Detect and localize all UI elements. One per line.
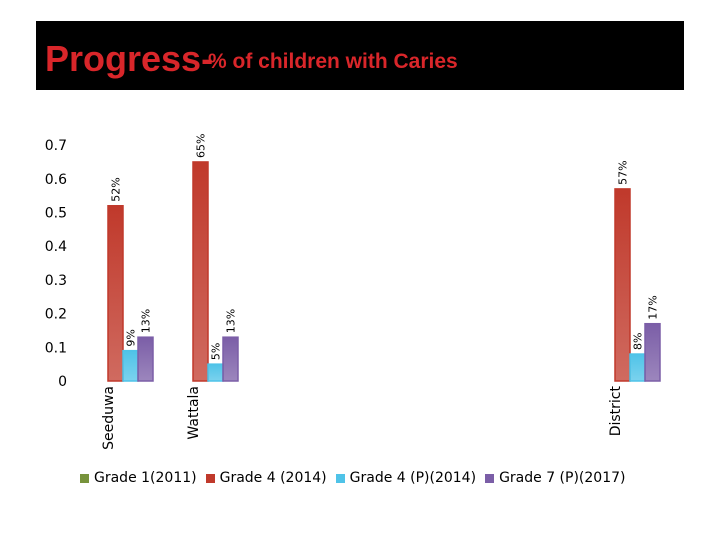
- legend-item: Grade 4 (2014): [205, 470, 327, 486]
- y-tick-label: 0.1: [45, 340, 67, 356]
- y-tick-label: 0.4: [45, 239, 67, 255]
- legend-label: Grade 4 (P)(2014): [349, 470, 477, 486]
- bar-district-series-4: [644, 322, 661, 382]
- legend-label: Grade 4 (2014): [219, 470, 327, 486]
- legend-item: Grade 1(2011): [80, 470, 197, 486]
- data-label: 57%: [617, 160, 630, 184]
- legend-label: Grade 7 (P)(2017): [499, 470, 626, 486]
- legend-swatch: [485, 473, 495, 483]
- legend-swatch: [80, 473, 89, 483]
- data-label: 17%: [647, 295, 660, 319]
- bar-district-series-3: [629, 353, 646, 382]
- bar-district-series-2: [614, 188, 631, 382]
- legend-item: Grade 7 (P)(2017): [485, 470, 625, 486]
- data-label: 13%: [225, 309, 238, 333]
- y-tick-label: 0.5: [45, 206, 67, 222]
- legend-swatch: [335, 473, 345, 483]
- y-tick-label: 0.2: [45, 307, 67, 323]
- y-tick-label: 0.6: [45, 172, 67, 188]
- data-label: 13%: [140, 309, 153, 333]
- bar-seeduwa-series-4: [137, 336, 154, 382]
- data-label: 8%: [632, 333, 645, 350]
- bar-seeduwa-series-2: [107, 205, 124, 382]
- chart-subtitle: % of children with Caries: [208, 50, 458, 73]
- bar-wattala-series-4: [222, 336, 239, 382]
- data-label: 52%: [110, 177, 123, 201]
- title-bar: Progress- % of children with Caries: [36, 21, 684, 90]
- category-label-seeduwa: Seeduwa: [101, 386, 117, 450]
- bar-wattala-series-2: [192, 161, 209, 382]
- legend-swatch: [205, 473, 215, 483]
- legend-label: Grade 1(2011): [94, 470, 197, 486]
- bar-wattala-series-3: [207, 363, 224, 382]
- y-tick-label: 0.3: [45, 273, 67, 289]
- data-label: 5%: [210, 343, 223, 360]
- chart-legend: Grade 1(2011) Grade 4 (2014) Grade 4 (P)(2…: [80, 470, 634, 486]
- chart-title: Progress-: [45, 38, 214, 79]
- data-label: 65%: [195, 133, 208, 157]
- y-tick-label: 0: [58, 374, 67, 390]
- category-label-wattala: Wattala: [186, 386, 202, 440]
- legend-item: Grade 4 (P)(2014): [335, 470, 477, 486]
- data-label: 9%: [125, 329, 138, 346]
- category-label-district: District: [608, 386, 624, 437]
- bar-seeduwa-series-3: [122, 349, 139, 382]
- y-tick-label: 0.7: [45, 138, 67, 154]
